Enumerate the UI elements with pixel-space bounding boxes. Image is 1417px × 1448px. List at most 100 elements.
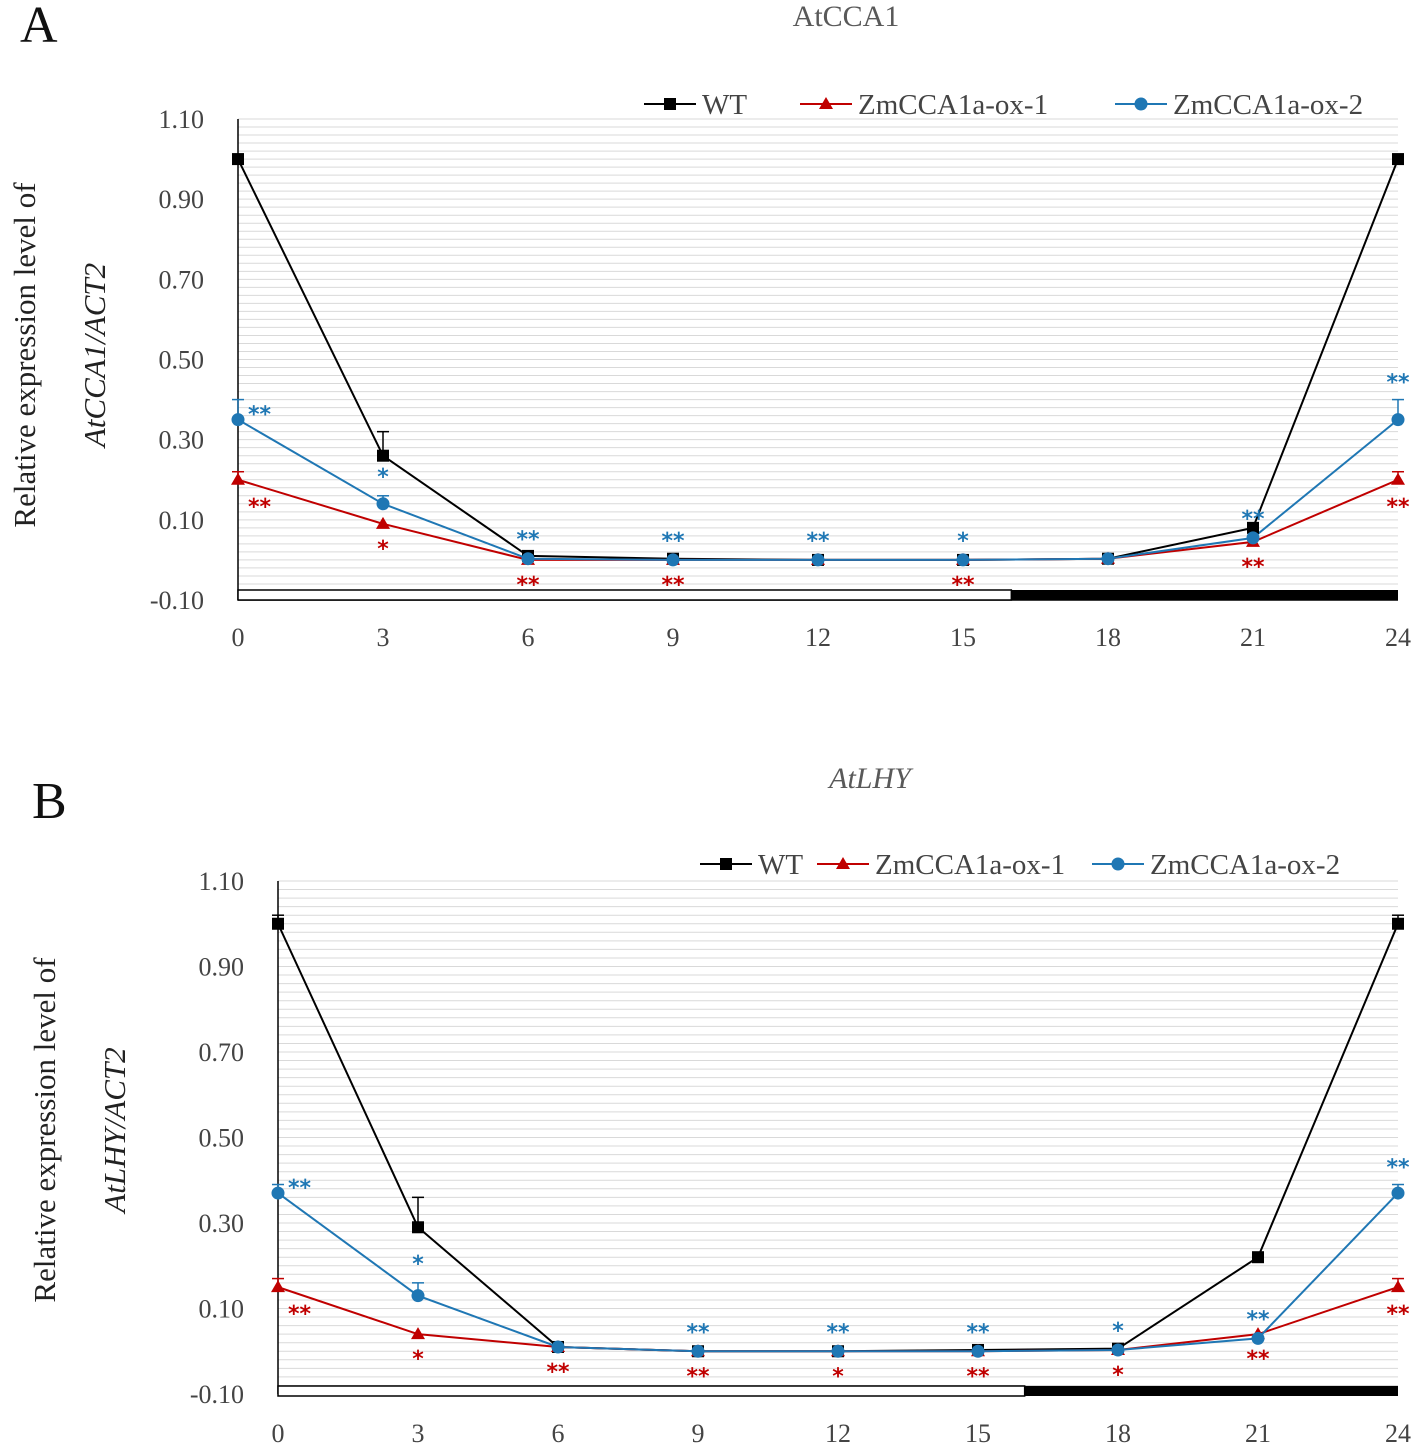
data-point <box>231 413 245 427</box>
data-point <box>411 1289 425 1303</box>
significance-mark: ** <box>826 1320 850 1345</box>
x-tick-label: 21 <box>1240 623 1266 652</box>
x-tick-label: 15 <box>950 623 976 652</box>
y-tick-label: 0.90 <box>159 185 205 214</box>
x-tick-label: 12 <box>825 1419 851 1448</box>
data-point <box>272 917 284 930</box>
significance-mark: ** <box>1386 495 1410 520</box>
legend-label: ZmCCA1a-ox-1 <box>875 849 1065 881</box>
markers-ZmCCA1a-ox-2 <box>271 1186 1405 1358</box>
significance-mark: ** <box>248 403 272 428</box>
chart-title: AtCCA1 <box>793 0 900 33</box>
data-point <box>1391 1186 1405 1200</box>
data-point <box>271 1186 285 1200</box>
significance-mark: * <box>1112 1319 1124 1344</box>
legend: WT ZmCCA1a-ox-1 ZmCCA1a-ox-2 <box>700 849 1340 881</box>
significance-mark: ** <box>1386 371 1410 396</box>
significance-marks: ****** ********** *********** <box>248 371 1410 598</box>
y-tick-label: 0.50 <box>159 346 205 375</box>
x-tick-label: 6 <box>522 623 535 652</box>
light-period-bar <box>237 589 1013 601</box>
data-point <box>1247 521 1259 534</box>
legend-marker <box>836 857 850 869</box>
y-tick-label: 0.50 <box>199 1124 245 1153</box>
data-point <box>271 1280 285 1293</box>
data-point <box>831 1344 845 1358</box>
data-point <box>231 472 245 485</box>
panel-b: B AtLHY Relative expression level of AtLHY/… <box>27 762 1411 1448</box>
x-tick-label: 0 <box>232 623 245 652</box>
legend-marker <box>664 98 676 110</box>
significance-mark: ** <box>966 1320 990 1345</box>
light-period-bar <box>277 1385 1026 1397</box>
dark-period-bar <box>1011 590 1398 600</box>
panel-letter: A <box>20 0 58 54</box>
data-point <box>411 1327 425 1340</box>
x-tick-label: 24 <box>1385 1419 1411 1448</box>
data-point <box>1246 531 1260 545</box>
significance-mark: ** <box>516 528 540 553</box>
legend-label: ZmCCA1a-ox-2 <box>1150 849 1340 881</box>
significance-mark: ** <box>1246 1307 1270 1332</box>
chart-title: AtLHY <box>827 762 914 795</box>
significance-mark: ** <box>1241 507 1265 532</box>
gridlines <box>278 880 1398 1386</box>
x-tick-label: 6 <box>552 1419 565 1448</box>
significance-marks: ***************************** <box>288 1156 1410 1390</box>
y-tick-label: -0.10 <box>190 1380 244 1409</box>
gridlines <box>238 118 1398 593</box>
x-tick-label: 3 <box>412 1419 425 1448</box>
y-tick-label: 0.70 <box>159 265 205 294</box>
data-point <box>232 153 244 166</box>
significance-mark: ** <box>1386 1156 1410 1181</box>
dark-period-bar <box>1024 1386 1398 1396</box>
data-point <box>1111 1343 1125 1357</box>
significance-mark: ** <box>806 529 830 554</box>
x-tick-label: 15 <box>965 1419 991 1448</box>
significance-mark: ** <box>686 1320 710 1345</box>
data-point <box>521 552 535 566</box>
x-tick-label: 3 <box>377 623 390 652</box>
data-point <box>811 553 825 567</box>
significance-mark: * <box>1112 1363 1124 1388</box>
legend-marker <box>819 97 833 109</box>
data-point <box>691 1344 705 1358</box>
data-point <box>1101 552 1115 566</box>
legend-marker <box>1111 857 1125 871</box>
significance-mark: ** <box>546 1360 570 1385</box>
legend-marker <box>1134 97 1148 111</box>
data-point <box>376 516 390 529</box>
data-point <box>377 449 389 462</box>
data-point <box>1392 153 1404 166</box>
data-point <box>1391 1280 1405 1293</box>
data-point <box>666 553 680 567</box>
y-tick-label: 0.30 <box>199 1209 245 1238</box>
x-tick-label: 12 <box>805 623 831 652</box>
significance-mark: ** <box>248 495 272 520</box>
y-tick-label: 1.10 <box>159 105 205 134</box>
data-point <box>1391 413 1405 427</box>
y-tick-label: 0.70 <box>199 1038 245 1067</box>
significance-mark: ** <box>661 573 685 598</box>
y-axis-label: Relative expression level of <box>7 182 42 528</box>
y-axis-label-gene: AtCCA1/ACT2 <box>77 263 112 449</box>
x-tick-label: 18 <box>1095 623 1121 652</box>
x-tick-label: 9 <box>692 1419 705 1448</box>
data-point <box>1391 472 1405 485</box>
significance-mark: * <box>412 1252 424 1277</box>
legend-marker <box>720 858 732 870</box>
significance-mark: * <box>957 529 969 554</box>
y-tick-label: -0.10 <box>150 586 204 615</box>
legend-label: ZmCCA1a-ox-2 <box>1173 89 1363 121</box>
significance-mark: * <box>412 1347 424 1372</box>
legend: WT ZmCCA1a-ox-1 ZmCCA1a-ox-2 <box>644 89 1363 121</box>
x-tick-label: 9 <box>667 623 680 652</box>
x-tick-label: 21 <box>1245 1419 1271 1448</box>
y-tick-label: 1.10 <box>199 867 245 896</box>
significance-mark: ** <box>661 529 685 554</box>
data-point <box>1252 1251 1264 1264</box>
x-tick-label: 24 <box>1385 623 1411 652</box>
x-tick-label: 18 <box>1105 1419 1131 1448</box>
